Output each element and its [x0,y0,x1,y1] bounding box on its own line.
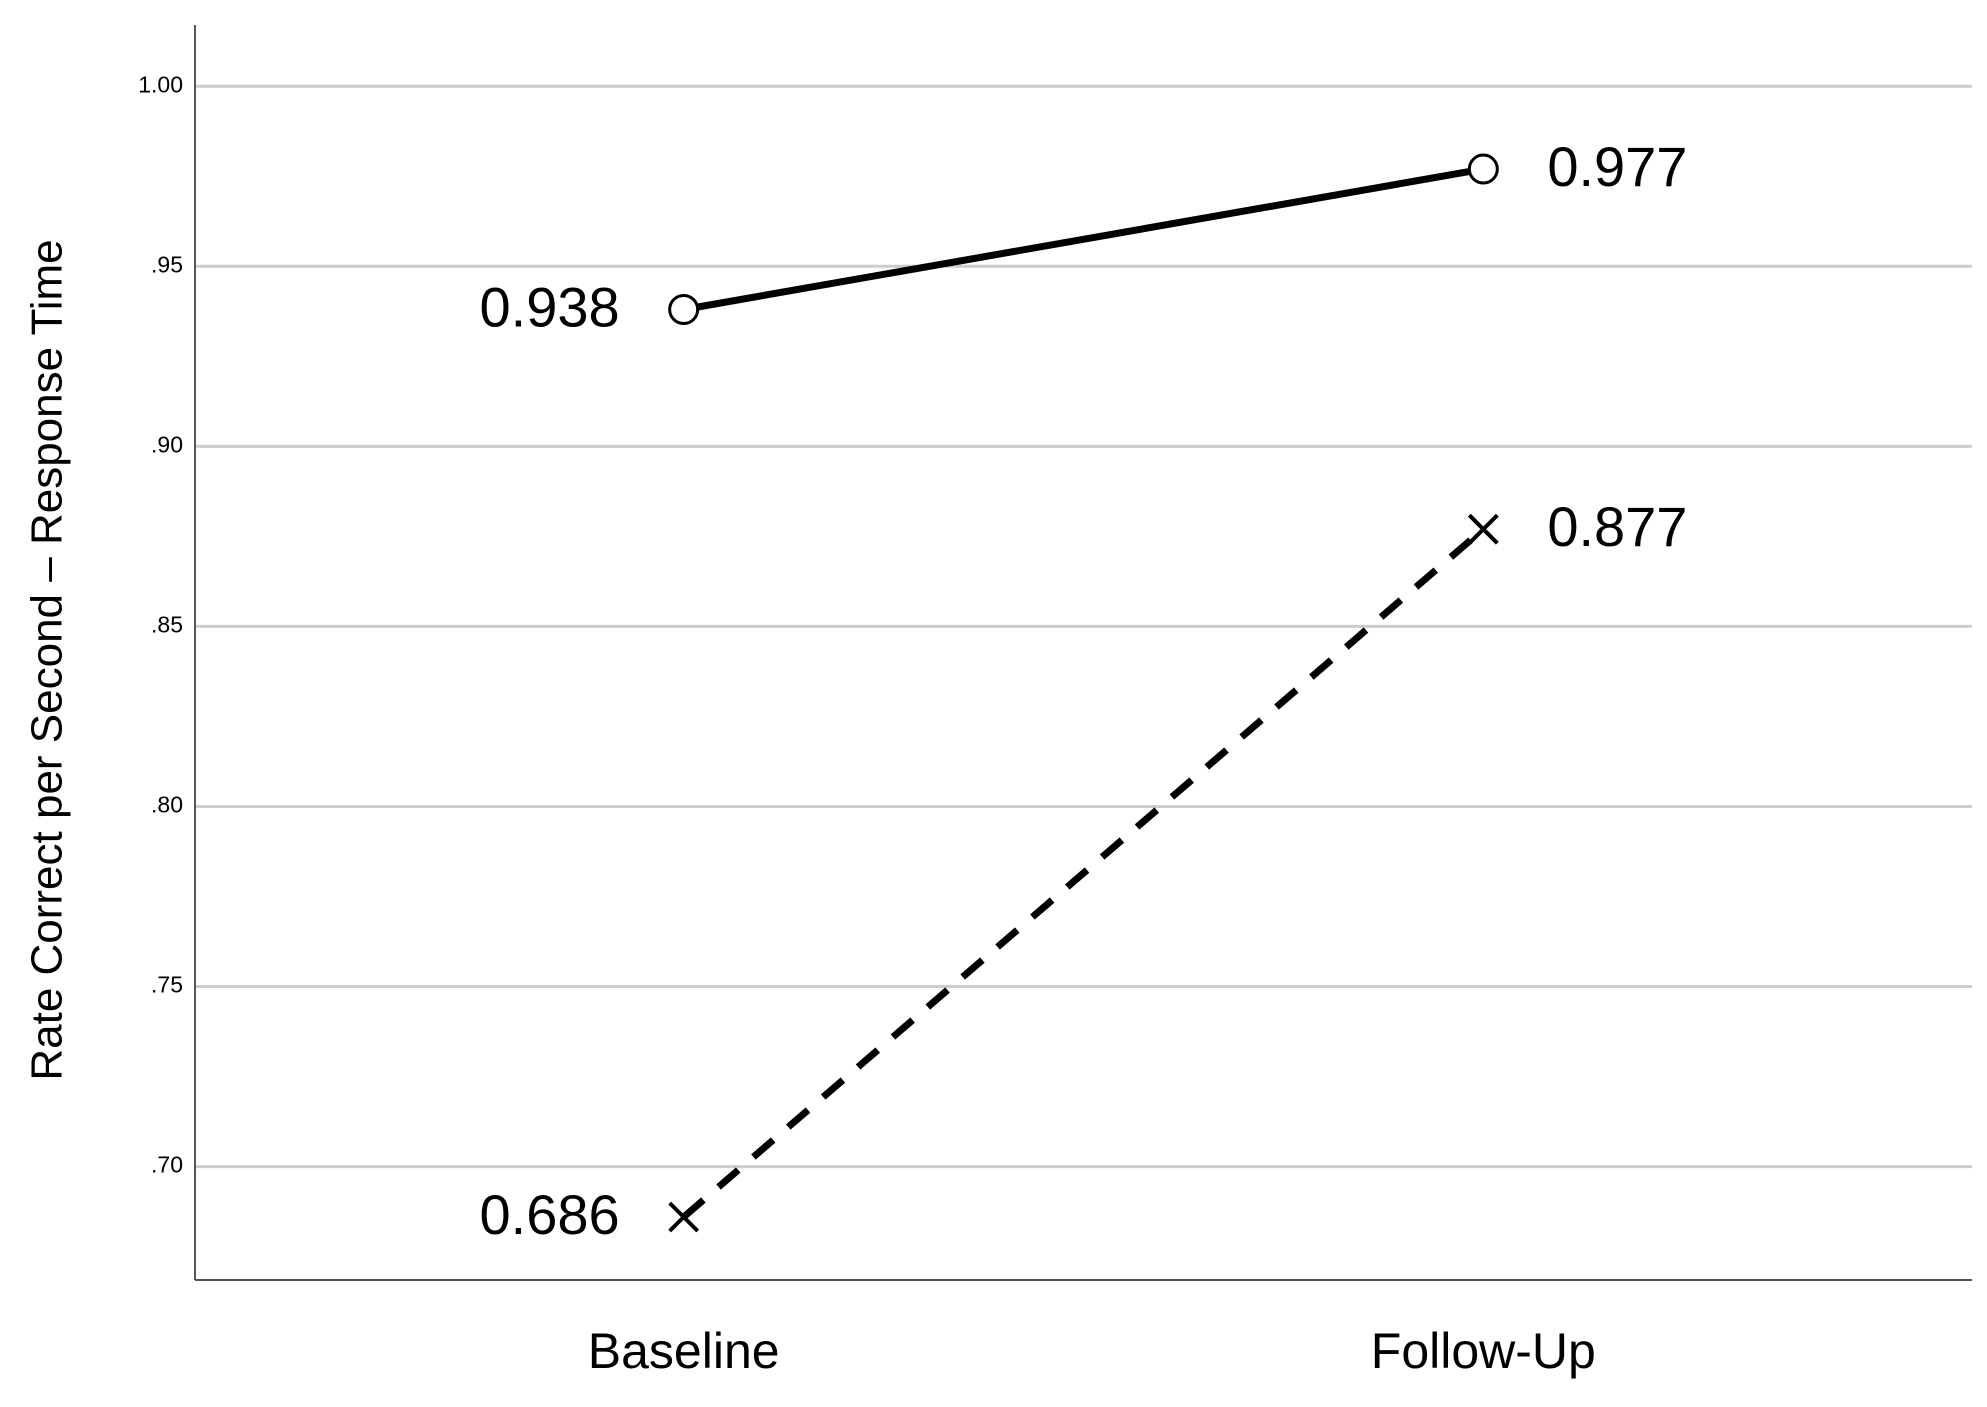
series-line [683,165,1484,313]
x-tick-label: Baseline [588,1323,780,1379]
value-label: 0.977 [1547,135,1687,198]
y-tick-label: .70 [151,1152,183,1178]
value-label: 0.686 [480,1183,620,1246]
y-tick-label: .75 [151,972,183,998]
y-tick-label: .90 [151,431,183,457]
x-tick-label: Follow-Up [1371,1323,1596,1379]
value-label: 0.938 [480,275,620,338]
y-tick-label: .95 [151,251,183,277]
marker [668,1201,700,1233]
y-axis-label: Rate Correct per Second – Response Time [23,239,72,1080]
y-tick-label: .85 [151,611,183,637]
marker [668,293,700,325]
series-line [681,526,1486,1220]
marker [1467,513,1499,545]
value-label: 0.877 [1547,495,1687,558]
y-tick-label: 1.00 [138,71,183,97]
y-tick-label: .80 [151,792,183,818]
marker [1467,153,1499,185]
